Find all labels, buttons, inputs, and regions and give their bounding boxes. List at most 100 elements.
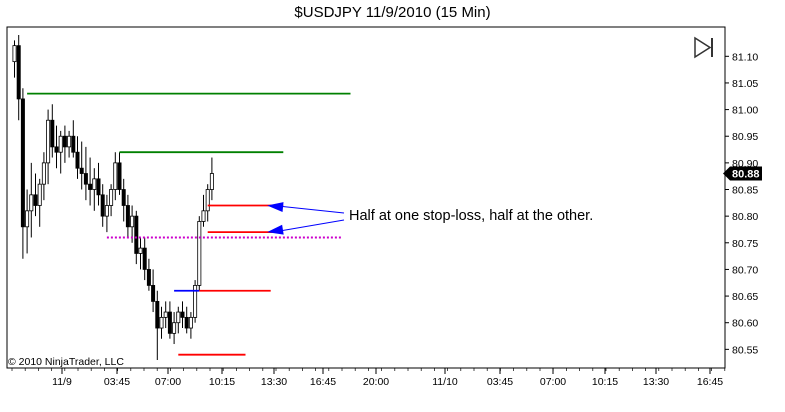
chart-title: $USDJPY 11/9/2010 (15 Min) — [294, 4, 491, 21]
annotation-arrows — [267, 202, 345, 235]
candle-body-up — [163, 311, 168, 318]
candle-body-up — [130, 215, 135, 228]
x-tick-label: 03:45 — [487, 376, 513, 388]
arrow-lower — [267, 219, 345, 235]
x-tick-label: 16:45 — [310, 376, 336, 388]
candle — [71, 120, 76, 158]
candle — [75, 136, 80, 179]
candle — [20, 88, 25, 259]
x-tick-label: 13:30 — [643, 376, 669, 388]
candle-body-down — [146, 269, 151, 286]
last-price-label: 80.88 — [732, 169, 760, 181]
candle-body-down — [50, 119, 55, 148]
candle — [117, 152, 122, 195]
last-price-marker: 80.88 — [723, 166, 762, 181]
candle — [155, 290, 160, 361]
y-tick-label: 80.55 — [732, 344, 758, 356]
candle-body-up — [138, 247, 143, 254]
candle — [172, 312, 177, 345]
y-axis: 81.1081.0581.0080.9580.9080.8580.8080.75… — [725, 51, 758, 356]
candle-body-down — [83, 173, 88, 185]
candle-body-down — [16, 45, 21, 100]
candle-body-up — [41, 162, 46, 185]
candle — [188, 312, 193, 339]
x-tick-label: 13:30 — [261, 376, 287, 388]
y-tick-label: 80.85 — [732, 185, 758, 197]
arrow-head — [267, 224, 284, 235]
candle-body-down — [167, 311, 172, 334]
candle-body-down — [75, 151, 80, 169]
candle — [79, 141, 84, 190]
candle — [25, 189, 30, 254]
candle-body-up — [197, 221, 202, 286]
candle — [83, 146, 88, 201]
candle-body-up — [37, 183, 42, 206]
y-tick-label: 80.75 — [732, 238, 758, 250]
candle-body-down — [88, 183, 93, 190]
candle-body-down — [100, 194, 105, 217]
annotation-text: Half at one stop-loss, half at the other… — [349, 208, 593, 224]
candle-body-up — [12, 45, 17, 63]
candle — [33, 173, 38, 217]
x-axis: 11/9 03:45 07:00 10:15 13:30 16:45 20:00 11/10 0… — [11, 368, 726, 388]
candle — [142, 237, 147, 281]
x-tick-label: 10:15 — [592, 376, 618, 388]
scroll-to-end-icon[interactable] — [694, 36, 713, 59]
candlestick-series — [12, 34, 214, 361]
candle — [138, 237, 143, 270]
candle — [100, 184, 105, 227]
candle — [88, 157, 93, 206]
candle — [62, 125, 67, 163]
x-tick-label: 07:00 — [155, 376, 181, 388]
candle-body-down — [125, 205, 130, 228]
y-tick-label: 80.95 — [732, 131, 758, 143]
candle — [109, 184, 114, 217]
candle-body-up — [172, 322, 177, 334]
candle-body-down — [71, 135, 76, 153]
y-tick-label: 80.70 — [732, 264, 758, 276]
x-tick-label: 11/9 — [52, 376, 72, 388]
plot-frame — [6, 26, 726, 369]
candle-body-up — [205, 189, 210, 212]
candle — [54, 125, 59, 169]
x-tick-label: 16:45 — [697, 376, 723, 388]
candle-body-down — [142, 247, 147, 270]
candle — [92, 168, 97, 211]
candle-body-down — [54, 146, 59, 153]
candle — [151, 269, 156, 313]
x-tick-label: 10:15 — [209, 376, 235, 388]
y-tick-label: 81.00 — [732, 105, 758, 117]
candle — [46, 109, 51, 185]
x-tick-label: 03:45 — [104, 376, 130, 388]
candle — [176, 306, 181, 334]
candle-body-down — [151, 285, 156, 302]
candle-body-up — [25, 210, 30, 228]
y-tick-label: 81.10 — [732, 51, 758, 63]
candle — [58, 130, 63, 174]
candle — [197, 216, 202, 291]
candle-body-up — [159, 316, 164, 329]
candle-body-up — [29, 194, 34, 212]
candle-body-down — [155, 300, 160, 329]
candle — [193, 280, 198, 323]
arrow-shaft — [273, 219, 345, 233]
candle — [50, 104, 55, 158]
candle-body-up — [104, 205, 109, 217]
candle-body-down — [134, 215, 139, 254]
candle — [209, 157, 214, 201]
candle-body-down — [20, 98, 25, 228]
candle-body-down — [33, 194, 38, 206]
candle — [96, 162, 101, 206]
candle-body-up — [46, 119, 51, 164]
candle — [125, 194, 130, 238]
candle — [184, 306, 189, 334]
candle-body-up — [193, 285, 198, 318]
arrow-upper — [267, 202, 345, 214]
price-levels — [27, 92, 351, 356]
candle — [41, 152, 46, 201]
candle — [37, 178, 42, 227]
candle — [163, 301, 168, 329]
candle — [159, 306, 164, 339]
